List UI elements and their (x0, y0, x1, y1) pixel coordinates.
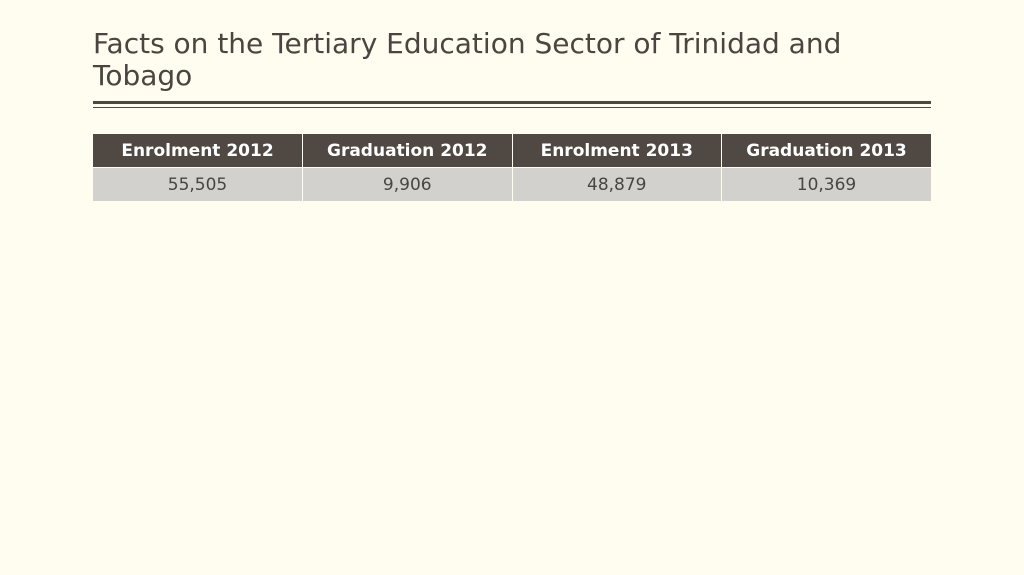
header-row: Enrolment 2012 Graduation 2012 Enrolment 2… (93, 134, 931, 168)
title-rule (93, 101, 931, 104)
column-header: Enrolment 2013 (512, 134, 722, 168)
table-cell: 9,906 (302, 167, 513, 201)
table-cell: 48,879 (512, 167, 722, 201)
table-cell: 10,369 (721, 167, 931, 201)
title-rule (93, 107, 931, 108)
table-body: 55,505 9,906 48,879 10,369 (93, 167, 931, 201)
table-row: 55,505 9,906 48,879 10,369 (93, 167, 931, 201)
column-header: Enrolment 2012 (93, 134, 303, 168)
data-table: Enrolment 2012 Graduation 2012 Enrolment 2… (93, 134, 931, 201)
table-cell: 55,505 (93, 167, 303, 201)
column-header: Graduation 2013 (721, 134, 931, 168)
slide-title: Facts on the Tertiary Education Sector o… (93, 27, 842, 92)
column-header: Graduation 2012 (302, 134, 513, 168)
